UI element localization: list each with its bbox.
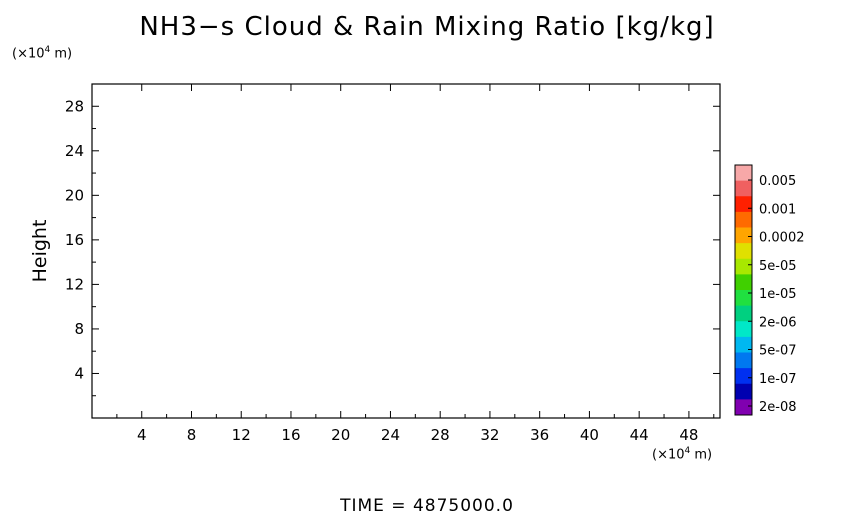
colorbar-label: 1e-07 — [759, 372, 797, 387]
colorbar-label: 1e-05 — [759, 287, 797, 302]
x-tick-label: 40 — [580, 426, 599, 444]
chart-title: NH3−s Cloud & Rain Mixing Ratio [kg/kg] — [139, 12, 715, 42]
colorbar-swatch — [735, 196, 752, 213]
colorbar: 0.005 0.001 0.0002 5e-05 1e-05 2e-06 5e-07 1e-0… — [734, 164, 805, 416]
y-tick-label: 12 — [65, 275, 84, 293]
y-axis-unit: (×104 m) — [12, 45, 73, 62]
colorbar-swatch — [735, 383, 752, 400]
colorbar-swatch — [735, 399, 752, 416]
x-tick-label: 48 — [679, 426, 698, 444]
y-tick-label: 4 — [74, 364, 84, 382]
colorbar-swatch — [735, 258, 752, 275]
colorbar-swatch — [735, 227, 752, 244]
y-tick-label: 16 — [65, 231, 84, 249]
colorbar-label: 0.005 — [759, 174, 796, 189]
x-tick-label: 16 — [281, 426, 300, 444]
colorbar-swatch — [735, 243, 752, 260]
colorbar-swatch — [735, 336, 752, 353]
x-tick-label: 28 — [431, 426, 450, 444]
x-tick-label: 44 — [630, 426, 649, 444]
colorbar-label: 0.001 — [759, 202, 796, 217]
colorbar-swatch — [735, 352, 752, 369]
plot-area — [91, 83, 721, 419]
x-tick-label: 36 — [530, 426, 549, 444]
colorbar-swatch — [735, 211, 752, 228]
colorbar-swatch — [735, 305, 752, 322]
colorbar-label: 5e-05 — [759, 259, 797, 274]
x-tick-label: 8 — [187, 426, 197, 444]
x-axis-unit: (×104 m) — [652, 446, 713, 463]
time-label: TIME = 4875000.0 — [340, 496, 514, 516]
y-tick-label: 8 — [74, 320, 84, 338]
colorbar-swatch — [735, 368, 752, 385]
colorbar-label: 2e-08 — [759, 400, 797, 415]
colorbar-swatch — [735, 290, 752, 307]
y-tick-label: 24 — [65, 142, 84, 160]
colorbar-label: 0.0002 — [759, 231, 805, 246]
y-axis-label: Height — [29, 220, 51, 283]
x-tick-label: 32 — [480, 426, 499, 444]
x-tick-label: 24 — [381, 426, 400, 444]
y-tick-label: 20 — [65, 186, 84, 204]
x-tick-label: 12 — [232, 426, 251, 444]
colorbar-swatch — [735, 165, 752, 182]
colorbar-swatch — [735, 321, 752, 338]
x-tick-label: 20 — [331, 426, 350, 444]
colorbar-swatch — [735, 180, 752, 197]
colorbar-frame — [734, 164, 753, 416]
colorbar-label: 5e-07 — [759, 344, 797, 359]
colorbar-swatch — [735, 274, 752, 291]
colorbar-label: 2e-06 — [759, 315, 797, 330]
y-tick-label: 28 — [65, 97, 84, 115]
x-tick-label: 4 — [137, 426, 147, 444]
